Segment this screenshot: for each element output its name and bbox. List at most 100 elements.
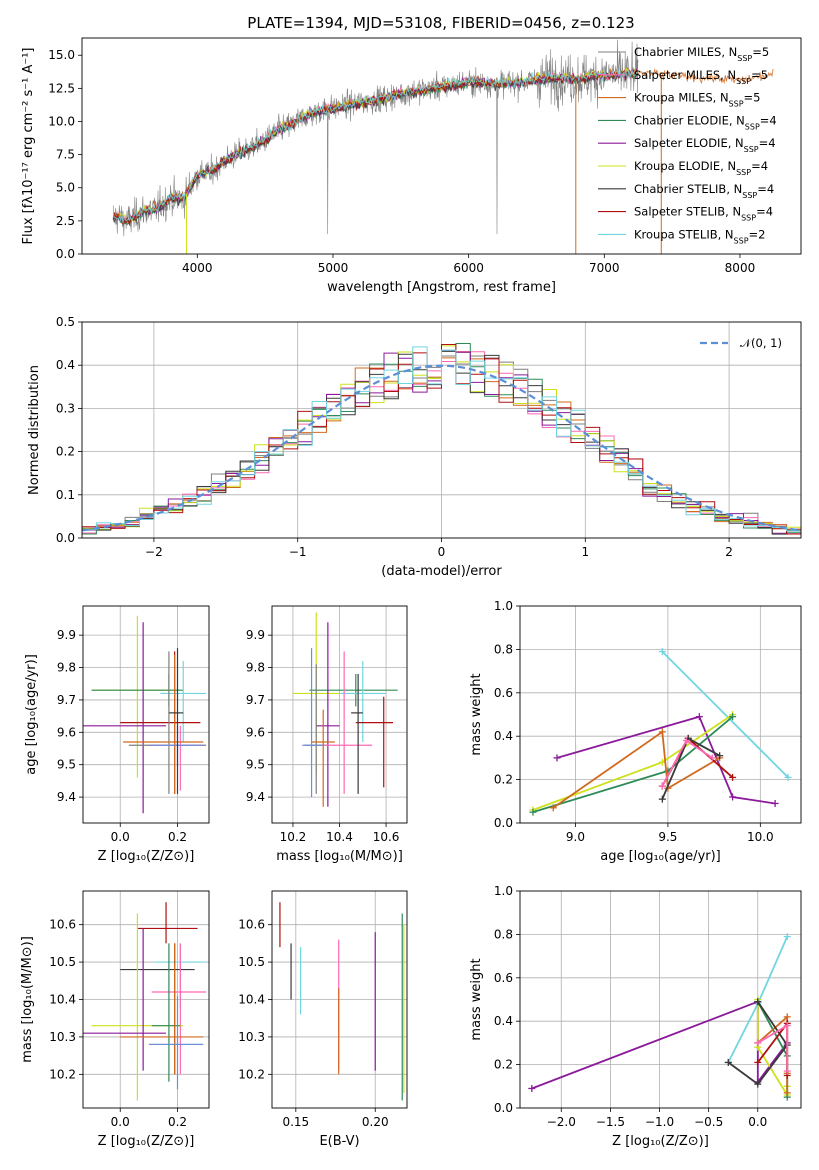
legend-label: Chabrier ELODIE, NSSP=4 (634, 113, 777, 130)
x-tick-label: −2 (145, 545, 163, 559)
panel-residuals: −2 −1 0 1 2 0.0 0.1 0.2 0.3 0.4 0.5 (data-model)/er… (27, 315, 802, 579)
legend-label: Kroupa MILES, NSSP=5 (634, 91, 760, 109)
x-axis-label: E(B-V) (319, 1134, 359, 1149)
axes-frame-mass_vs_ebv (271, 890, 408, 1109)
residual-histogram (82, 346, 801, 532)
y-tick-label: 9.8 (57, 661, 76, 675)
x-tick-label: 2 (725, 545, 733, 559)
weight-line (532, 713, 734, 811)
y-tick-label: 9.4 (57, 790, 76, 804)
axes-frame-age_vs_mass (271, 605, 408, 824)
y-tick-label: 0.1 (56, 488, 75, 502)
x-tick-label: 9.5 (658, 830, 677, 844)
y-tick-label: 0.0 (494, 1101, 513, 1115)
y-tick-label: 0.3 (56, 401, 75, 415)
x-axis-label: (data-model)/error (381, 564, 502, 579)
spectrum-data-line (112, 39, 639, 237)
x-tick-label: −0.5 (694, 1115, 723, 1129)
weight-line (552, 730, 721, 809)
legend-label: Kroupa ELODIE, NSSP=4 (634, 159, 768, 177)
y-tick-label: 9.7 (246, 693, 265, 707)
y-tick-label: 12.5 (48, 81, 75, 95)
x-tick-label: 0.2 (168, 1115, 187, 1129)
y-tick-label: 9.5 (57, 758, 76, 772)
x-tick-label: 10.2 (280, 830, 307, 844)
y-tick-label: 10.5 (238, 955, 265, 969)
legend-label: Salpeter MILES, NSSP=5 (634, 68, 768, 86)
y-tick-label: 0.2 (494, 773, 513, 787)
weight-line (661, 736, 734, 787)
y-tick-label: 10.3 (238, 1030, 265, 1044)
plot-area-mass_vs_Z (83, 891, 209, 1108)
x-axis-label: wavelength [Angstrom, rest frame] (327, 280, 556, 295)
y-tick-label: 10.2 (49, 1067, 76, 1081)
x-tick-label: 0.0 (111, 1115, 130, 1129)
x-tick-label: 7000 (589, 261, 620, 275)
y-tick-label: 0.8 (494, 927, 513, 941)
y-tick-label: 10.3 (49, 1030, 76, 1044)
figure-title: PLATE=1394, MJD=53108, FIBERID=0456, z=0… (247, 14, 634, 32)
y-tick-label: 10.6 (49, 918, 76, 932)
y-tick-label: 0.4 (56, 358, 75, 372)
y-tick-label: 2.5 (56, 214, 75, 228)
x-tick-label: −2.0 (547, 1115, 576, 1129)
y-tick-label: 0.8 (494, 642, 513, 656)
y-tick-label: 10.6 (238, 918, 265, 932)
weight-line (556, 715, 776, 805)
y-axis-label: age [log₁₀(age/yr)] (24, 654, 39, 775)
y-tick-label: 9.6 (246, 725, 265, 739)
y-tick-label: 0.5 (56, 315, 75, 329)
x-tick-label: 8000 (725, 261, 756, 275)
y-axis-label: mass weight (469, 958, 484, 1040)
plot-area-residuals (82, 322, 801, 538)
y-tick-label: 0.6 (494, 686, 513, 700)
y-tick-label: 9.4 (246, 790, 265, 804)
panel-age_vs_mass: 10.2 10.4 10.6 9.4 9.5 9.6 9.7 9.8 9.9 mass [log₁… (246, 605, 408, 864)
y-tick-label: 10.4 (49, 993, 76, 1007)
x-tick-label: −1.5 (596, 1115, 625, 1129)
y-tick-label: 0.2 (494, 1058, 513, 1072)
y-tick-label: 5.0 (56, 181, 75, 195)
legend-label: Salpeter ELODIE, NSSP=4 (634, 136, 776, 154)
y-tick-label: 0.0 (494, 816, 513, 830)
axes-frame-age_vs_Z (82, 605, 210, 824)
plot-area-mass_vs_ebv (272, 891, 407, 1108)
axes-frame-mass_vs_Z (82, 890, 210, 1109)
y-tick-label: 0.4 (494, 1014, 513, 1028)
y-tick-label: 9.6 (57, 725, 76, 739)
x-tick-label: −1.0 (645, 1115, 674, 1129)
x-tick-label: 0.20 (362, 1115, 389, 1129)
x-tick-label: 6000 (453, 261, 484, 275)
y-axis-label: mass weight (469, 673, 484, 755)
weight-line (532, 716, 734, 813)
weight-line (727, 1001, 789, 1086)
x-tick-label: 0.0 (748, 1115, 767, 1129)
panel-spectrum: 4000 5000 6000 7000 8000 0.0 2.5 5.0 7.5 10.0 12.5… (21, 37, 802, 295)
x-tick-label: 0.2 (168, 830, 187, 844)
x-tick-label: 4000 (182, 261, 213, 275)
y-axis-label: Normed distribution (27, 365, 42, 495)
panels: 4000 5000 6000 7000 80000.02.55.07.510.012.5… (20, 37, 802, 1149)
x-tick-label: 10.0 (747, 830, 774, 844)
y-tick-label: 0.0 (56, 531, 75, 545)
panel-mass_vs_ebv: 0.15 0.20 10.2 10.3 10.4 10.5 10.6 E(B-V) (238, 890, 408, 1149)
y-tick-label: 1.0 (494, 599, 513, 613)
y-axis-label: Flux [fλ10⁻¹⁷ erg cm⁻² s⁻¹ A⁻¹] (21, 48, 36, 245)
x-axis-label: Z [log₁₀(Z/Z⊙)] (98, 1134, 195, 1149)
x-tick-label: 0.0 (111, 830, 130, 844)
legend-label: Chabrier MILES, NSSP=5 (634, 45, 769, 63)
y-tick-label: 0.6 (494, 971, 513, 985)
axes-frame-weight_vs_age (519, 605, 802, 824)
plot-area-weight_vs_age (520, 606, 801, 823)
x-tick-label: 9.0 (566, 830, 585, 844)
y-tick-label: 9.5 (246, 758, 265, 772)
y-tick-label: 10.4 (238, 993, 265, 1007)
y-tick-label: 10.5 (49, 955, 76, 969)
x-tick-label: 10.4 (326, 830, 353, 844)
y-tick-label: 9.8 (246, 661, 265, 675)
y-tick-label: 9.7 (57, 693, 76, 707)
x-axis-label: Z [log₁₀(Z/Z⊙)] (612, 1134, 709, 1149)
y-tick-label: 1.0 (494, 884, 513, 898)
x-tick-label: 0.15 (282, 1115, 309, 1129)
